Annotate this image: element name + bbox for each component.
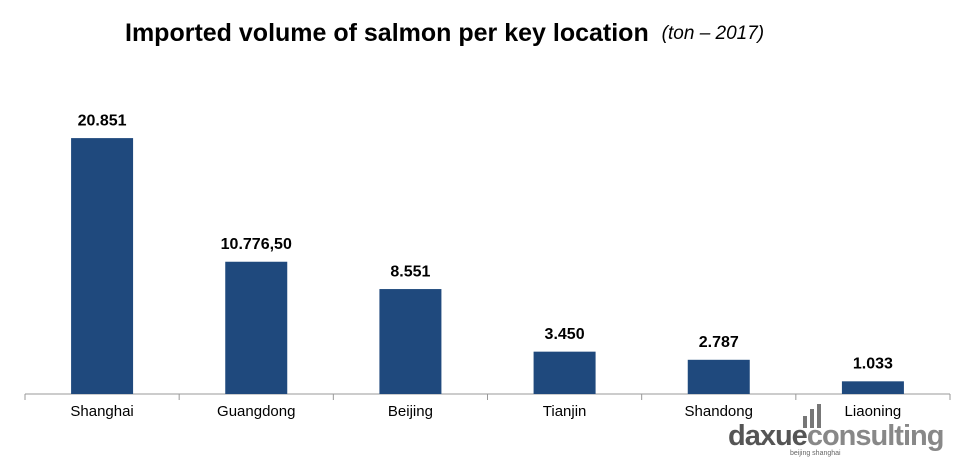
- value-label: 3.450: [545, 326, 585, 343]
- x-tick-label: Guangdong: [217, 403, 295, 420]
- x-tick-label: Shanghai: [70, 403, 133, 420]
- bar: [71, 138, 134, 394]
- bar: [533, 351, 596, 394]
- x-tick-label: Tianjin: [543, 403, 587, 420]
- title: Imported volume of salmon per key locati…: [125, 19, 649, 47]
- x-tick-label: Liaoning: [845, 403, 902, 420]
- logo-brand: daxue: [728, 420, 808, 452]
- x-tick-label: Shandong: [685, 403, 753, 420]
- subtitle: (ton – 2017): [662, 23, 764, 44]
- value-label: 2.787: [699, 334, 739, 351]
- bar: [841, 381, 904, 394]
- x-tick-label: Beijing: [388, 403, 433, 420]
- logo: daxueconsulting beijing shanghai: [728, 404, 944, 457]
- bar: [379, 289, 442, 394]
- bar: [225, 261, 288, 394]
- value-label: 20.851: [78, 112, 127, 129]
- value-label: 1.033: [853, 356, 893, 373]
- logo-icon: [817, 404, 821, 428]
- logo-tagline: beijing shanghai: [790, 450, 841, 457]
- logo-text: daxueconsulting: [728, 420, 943, 452]
- chart-title: Imported volume of salmon per key locati…: [125, 19, 764, 47]
- logo-icon: [803, 416, 807, 428]
- value-label: 8.551: [390, 263, 430, 280]
- logo-icon: [810, 409, 814, 428]
- logo-suffix: consulting: [807, 420, 944, 452]
- bar: [687, 359, 750, 394]
- value-label: 10.776,50: [221, 236, 292, 253]
